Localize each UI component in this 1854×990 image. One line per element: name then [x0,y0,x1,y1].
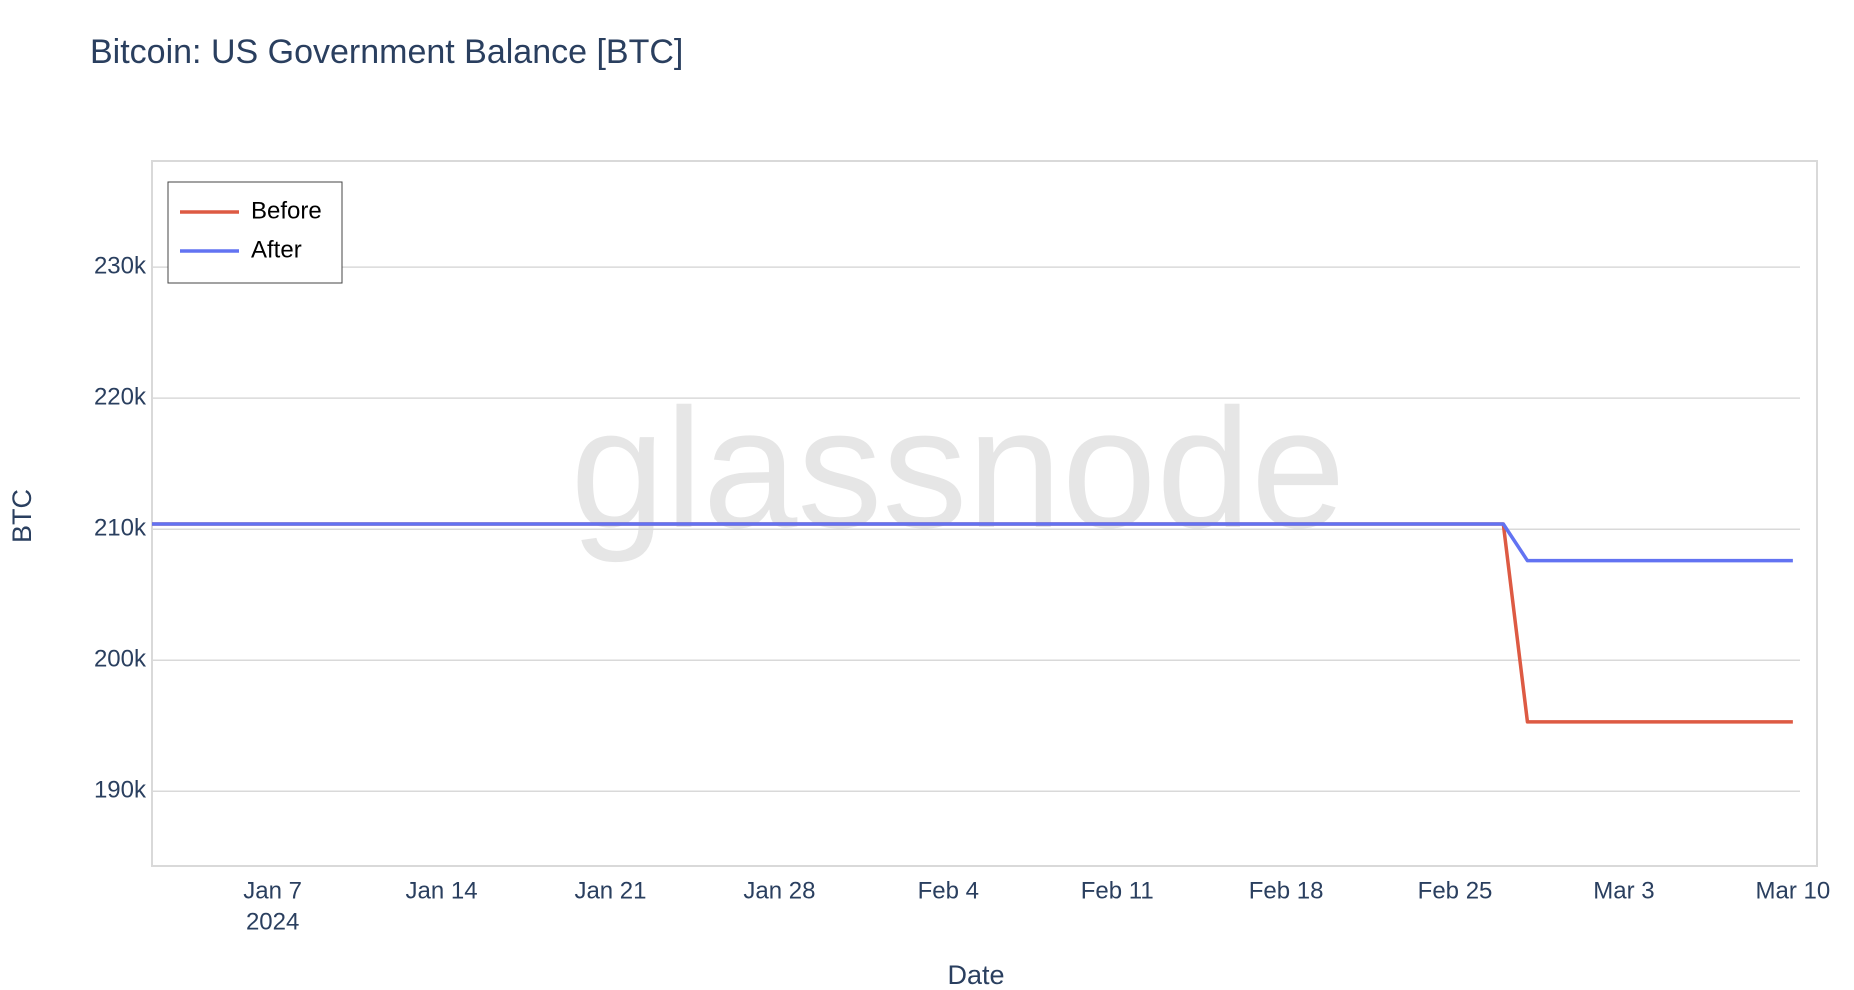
x-axis-label: Date [947,960,1004,990]
x-tick-label: Feb 4 [918,877,979,904]
y-axis-label: BTC [7,489,37,543]
x-tick-label: Jan 14 [406,877,478,904]
x-tick-label: Mar 10 [1756,877,1831,904]
y-tick-label: 210k [94,515,147,542]
x-tick-label: Feb 25 [1418,877,1493,904]
x-tick-label: Mar 3 [1593,877,1654,904]
y-tick-label: 230k [94,252,147,279]
legend-label: After [251,236,302,263]
x-year-label: 2024 [246,908,299,935]
x-tick-label: Jan 7 [243,877,302,904]
x-tick-label: Feb 18 [1249,877,1324,904]
y-tick-label: 190k [94,777,147,804]
y-tick-label: 200k [94,646,147,673]
watermark: glassnode [570,374,1345,564]
x-tick-label: Feb 11 [1081,877,1154,904]
y-tick-label: 220k [94,384,147,411]
x-tick-label: Jan 21 [574,877,646,904]
data-line [152,522,1793,563]
x-tick-label: Jan 28 [743,877,815,904]
plot-frame [151,160,1818,867]
legend-box [167,181,343,284]
legend: Before After [167,181,343,284]
chart-title: Bitcoin: US Government Balance [BTC] [90,33,683,71]
legend-label: Before [251,197,322,224]
